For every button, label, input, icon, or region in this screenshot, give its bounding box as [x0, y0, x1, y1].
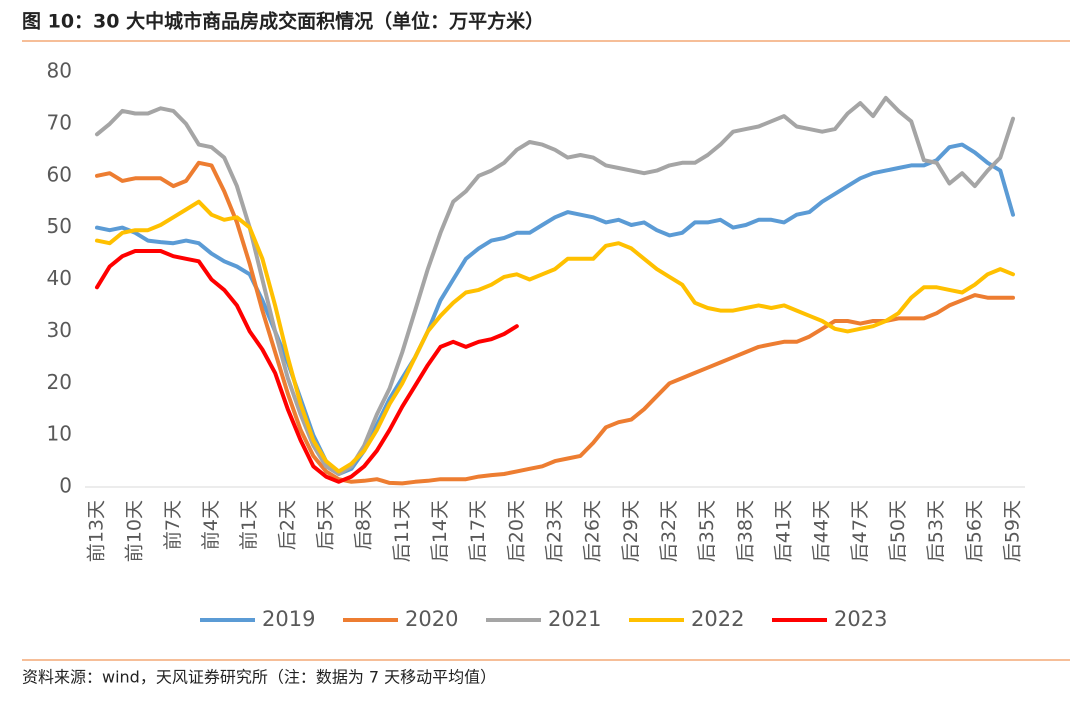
- series-line: [95, 199, 1015, 474]
- x-tick-label: 后29天: [620, 500, 642, 562]
- x-tick-label: 后44天: [811, 500, 833, 562]
- series-line: [95, 142, 1015, 476]
- x-tick-label: 前10天: [124, 500, 146, 562]
- legend-label: 2022: [691, 607, 744, 631]
- x-tick-label: 后56天: [963, 500, 985, 562]
- legend-label: 2023: [834, 607, 887, 631]
- x-tick-label: 后50天: [887, 500, 909, 562]
- y-tick-label: 10: [47, 422, 72, 446]
- x-tick-label: 后38天: [734, 500, 756, 562]
- legend-label: 2019: [262, 607, 315, 631]
- y-tick-label: 0: [59, 474, 72, 498]
- x-tick-label: 前7天: [162, 500, 184, 550]
- y-tick-label: 60: [47, 162, 72, 186]
- y-tick-label: 20: [47, 370, 72, 394]
- x-tick-label: 后20天: [505, 500, 527, 562]
- x-tick-label: 前4天: [200, 500, 222, 550]
- x-tick-label: 后2天: [276, 500, 298, 550]
- y-tick-label: 80: [47, 59, 72, 83]
- x-tick-label: 后23天: [544, 500, 566, 562]
- x-tick-label: 后53天: [925, 500, 947, 562]
- legend-label: 2020: [405, 607, 458, 631]
- x-tick-label: 后5天: [315, 500, 337, 550]
- x-tick-label: 后26天: [582, 500, 604, 562]
- chart-title: 图 10：30 大中城市商品房成交面积情况（单位：万平方米）: [22, 10, 544, 33]
- y-tick-label: 30: [47, 318, 72, 342]
- y-tick-label: 70: [47, 110, 72, 134]
- x-tick-label: 后35天: [696, 500, 718, 562]
- x-tick-label: 后8天: [353, 500, 375, 550]
- source-note: 资料来源：wind，天风证券研究所（注：数据为 7 天移动平均值）: [22, 668, 496, 687]
- x-tick-label: 前13天: [86, 500, 108, 562]
- series-line: [95, 249, 519, 484]
- series-line: [95, 160, 1015, 486]
- x-tick-label: 后41天: [773, 500, 795, 562]
- y-tick-label: 50: [47, 214, 72, 238]
- x-tick-label: 前1天: [238, 500, 260, 550]
- x-tick-label: 后59天: [1002, 500, 1024, 562]
- x-tick-label: 后47天: [849, 500, 871, 562]
- legend-label: 2021: [548, 607, 601, 631]
- x-tick-label: 后32天: [658, 500, 680, 562]
- x-tick-label: 后17天: [467, 500, 489, 562]
- x-tick-label: 后14天: [429, 500, 451, 562]
- y-tick-label: 40: [47, 266, 72, 290]
- x-tick-label: 后11天: [391, 500, 413, 562]
- series-line: [95, 95, 1015, 476]
